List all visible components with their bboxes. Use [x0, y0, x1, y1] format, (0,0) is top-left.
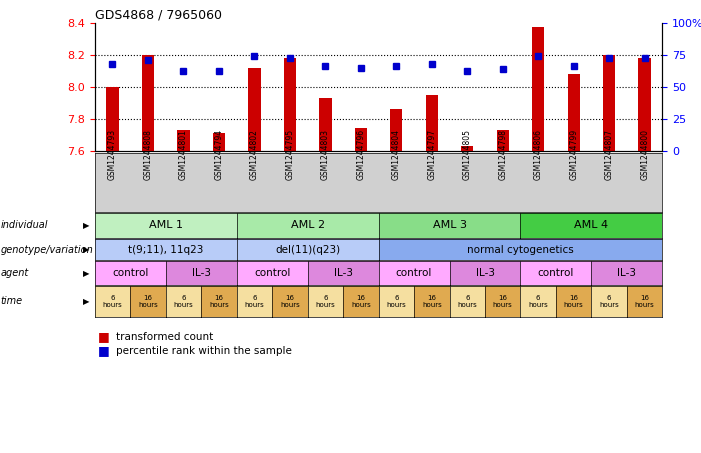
Text: IL-3: IL-3 [191, 268, 210, 278]
Text: ▶: ▶ [83, 297, 90, 306]
Bar [426, 95, 438, 151]
Text: GSM1244795: GSM1244795 [285, 129, 294, 180]
Text: 16
hours: 16 hours [351, 295, 371, 308]
Text: IL-3: IL-3 [334, 268, 353, 278]
Text: transformed count: transformed count [116, 332, 213, 342]
Text: ▶: ▶ [83, 221, 90, 230]
Text: 6
hours: 6 hours [529, 295, 548, 308]
Bar [496, 130, 509, 151]
Text: GSM1244794: GSM1244794 [215, 129, 224, 180]
Text: GSM1244799: GSM1244799 [569, 129, 578, 180]
Bar [284, 58, 296, 151]
Text: GSM1244793: GSM1244793 [108, 129, 117, 180]
Text: AML 2: AML 2 [290, 220, 325, 231]
Text: control: control [538, 268, 574, 278]
Bar [248, 67, 261, 151]
Text: control: control [112, 268, 149, 278]
Text: GSM1244804: GSM1244804 [392, 129, 401, 180]
Text: GDS4868 / 7965060: GDS4868 / 7965060 [95, 9, 222, 21]
Bar [603, 55, 615, 151]
Text: 16
hours: 16 hours [138, 295, 158, 308]
Text: 6
hours: 6 hours [245, 295, 264, 308]
Text: GSM1244802: GSM1244802 [250, 129, 259, 180]
Bar [319, 98, 332, 151]
Text: control: control [396, 268, 433, 278]
Text: t(9;11), 11q23: t(9;11), 11q23 [128, 245, 203, 255]
Text: AML 1: AML 1 [149, 220, 183, 231]
Text: GSM1244801: GSM1244801 [179, 129, 188, 180]
Text: GSM1244798: GSM1244798 [498, 129, 508, 180]
Bar [639, 58, 651, 151]
Text: GSM1244800: GSM1244800 [640, 129, 649, 180]
Text: AML 3: AML 3 [433, 220, 467, 231]
Text: 6
hours: 6 hours [102, 295, 122, 308]
Text: GSM1244806: GSM1244806 [533, 129, 543, 180]
Text: 6
hours: 6 hours [457, 295, 477, 308]
Text: ▶: ▶ [83, 245, 90, 254]
Text: 16
hours: 16 hours [280, 295, 300, 308]
Text: GSM1244797: GSM1244797 [428, 129, 436, 180]
Text: genotype/variation: genotype/variation [1, 245, 93, 255]
Text: 6
hours: 6 hours [173, 295, 193, 308]
Bar [106, 87, 118, 151]
Text: 6
hours: 6 hours [315, 295, 335, 308]
Text: 16
hours: 16 hours [635, 295, 655, 308]
Text: GSM1244796: GSM1244796 [356, 129, 365, 180]
Bar [461, 146, 473, 151]
Text: GSM1244803: GSM1244803 [321, 129, 329, 180]
Text: agent: agent [1, 268, 29, 278]
Text: ▶: ▶ [83, 269, 90, 278]
Text: del(11)(q23): del(11)(q23) [275, 245, 340, 255]
Text: normal cytogenetics: normal cytogenetics [467, 245, 574, 255]
Text: individual: individual [1, 220, 48, 231]
Text: percentile rank within the sample: percentile rank within the sample [116, 346, 292, 356]
Bar [355, 128, 367, 151]
Text: GSM1244805: GSM1244805 [463, 129, 472, 180]
Text: 16
hours: 16 hours [493, 295, 512, 308]
Text: GSM1244807: GSM1244807 [605, 129, 613, 180]
Text: AML 4: AML 4 [574, 220, 608, 231]
Text: IL-3: IL-3 [475, 268, 494, 278]
Bar [212, 133, 225, 151]
Text: control: control [254, 268, 290, 278]
Bar [390, 109, 402, 151]
Bar [177, 130, 189, 151]
Bar [142, 55, 154, 151]
Text: 6
hours: 6 hours [599, 295, 619, 308]
Text: 16
hours: 16 hours [422, 295, 442, 308]
Text: 6
hours: 6 hours [386, 295, 406, 308]
Text: 16
hours: 16 hours [209, 295, 229, 308]
Text: 16
hours: 16 hours [564, 295, 584, 308]
Text: IL-3: IL-3 [618, 268, 637, 278]
Bar [532, 28, 545, 151]
Text: time: time [1, 296, 23, 306]
Bar [568, 74, 580, 151]
Text: ■: ■ [98, 331, 110, 343]
Text: ■: ■ [98, 344, 110, 357]
Text: GSM1244808: GSM1244808 [144, 129, 152, 180]
